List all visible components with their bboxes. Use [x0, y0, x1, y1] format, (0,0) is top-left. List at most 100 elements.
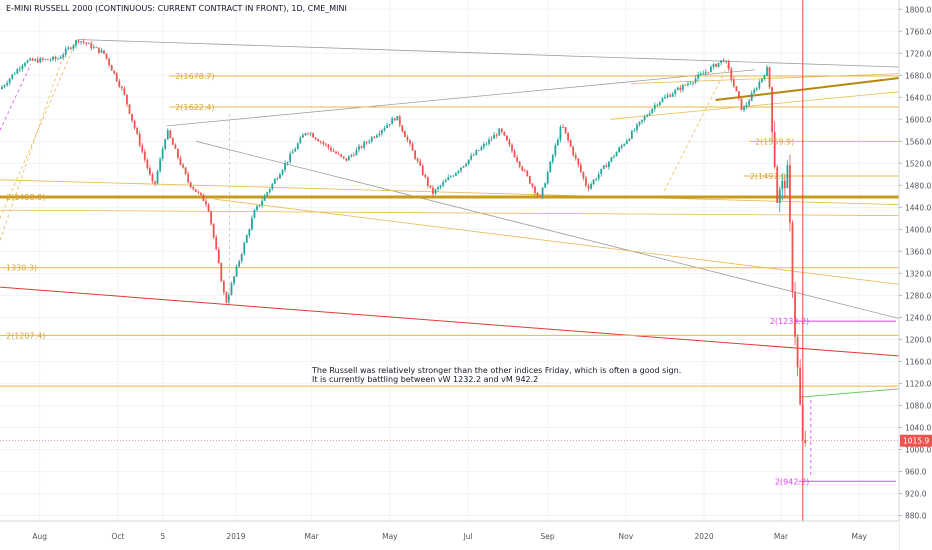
- candle-body: [36, 59, 39, 63]
- candle-body: [133, 120, 136, 129]
- candle-body: [426, 177, 429, 186]
- candle-body: [332, 150, 335, 152]
- candle-body: [271, 183, 274, 189]
- candle-body: [228, 294, 230, 303]
- candle-body: [495, 134, 498, 136]
- candle-body: [166, 130, 169, 140]
- candle-body: [261, 200, 263, 206]
- candle-body: [87, 43, 90, 44]
- dashed-trend-line: [0, 53, 65, 241]
- candle-body: [684, 84, 687, 86]
- candle-body: [370, 137, 373, 142]
- trend-line: [166, 69, 756, 127]
- candle-body: [59, 57, 62, 59]
- candle-body: [465, 164, 467, 166]
- candle-body: [641, 119, 643, 122]
- candle-body: [681, 84, 684, 91]
- plot-background: [0, 0, 899, 521]
- chart-annotation: The Russell was relatively stronger than…: [312, 366, 681, 384]
- candle-body: [238, 261, 241, 267]
- candle-body: [429, 185, 432, 188]
- price-axis[interactable]: 880.0 920.0 960.0 1000.0 1040.0 1080.0 1120.0 1…: [898, 0, 932, 550]
- candle-body: [212, 223, 215, 238]
- candle-body: [743, 107, 745, 110]
- candle-body: [368, 141, 371, 143]
- candle-body: [342, 156, 345, 159]
- candle-body: [789, 165, 791, 223]
- candle-body: [804, 439, 807, 444]
- candle-body: [404, 131, 406, 138]
- candle-body: [360, 146, 363, 148]
- candle-body: [284, 163, 286, 171]
- candle-body: [335, 151, 337, 154]
- time-tick-label: Jul: [463, 532, 473, 541]
- time-tick-label: Mar: [774, 532, 789, 541]
- candle-body: [549, 161, 552, 173]
- candle-body: [161, 148, 164, 159]
- candle-body: [110, 65, 113, 71]
- candle-body: [633, 130, 636, 132]
- candle-body: [786, 165, 789, 189]
- candle-body: [358, 146, 360, 150]
- candle-body: [26, 60, 29, 64]
- candle-body: [3, 85, 6, 87]
- candle-body: [243, 242, 246, 255]
- price-tick-label: 1760.0: [905, 27, 931, 36]
- candle-body: [179, 157, 182, 165]
- candle-body: [664, 96, 666, 99]
- candle-body: [103, 50, 105, 54]
- candle-body: [602, 165, 605, 169]
- candle-body: [763, 75, 766, 79]
- candle-body: [783, 180, 786, 189]
- candle-body: [574, 154, 577, 159]
- candle-body: [105, 53, 108, 59]
- candle-body: [628, 138, 631, 141]
- candle-body: [735, 86, 738, 92]
- candle-body: [559, 126, 562, 140]
- time-axis[interactable]: Aug Oct 5 2019 Mar May Jul Sep Nov 2020 Mar May: [0, 520, 899, 550]
- candle-body: [222, 281, 225, 293]
- candle-body: [85, 42, 88, 44]
- candle-body: [57, 58, 59, 60]
- candle-body: [350, 155, 353, 157]
- candle-body: [715, 64, 717, 67]
- level-label: 2(942.2): [775, 477, 809, 486]
- candle-body: [727, 61, 730, 69]
- price-tick-label: 1200.0: [905, 335, 931, 344]
- candle-body: [638, 121, 641, 125]
- candle-body: [755, 88, 758, 90]
- dashed-trend-line: [0, 64, 32, 131]
- candle-body: [442, 182, 445, 186]
- candle-body: [230, 283, 233, 295]
- candle-body: [396, 116, 399, 121]
- candle-body: [592, 179, 595, 185]
- candle-body: [327, 144, 330, 148]
- candle-body: [437, 187, 439, 190]
- candle-body: [498, 128, 501, 136]
- candle-body: [273, 179, 276, 184]
- candle-body: [697, 74, 700, 79]
- candle-body: [345, 158, 348, 161]
- candle-body: [720, 60, 722, 63]
- candle-body: [511, 144, 513, 151]
- candle-body: [108, 58, 110, 66]
- candle-body: [194, 189, 197, 192]
- candle-body: [618, 147, 620, 153]
- candle-body: [669, 95, 671, 97]
- candle-body: [613, 156, 615, 158]
- candle-body: [460, 167, 462, 171]
- candle-body: [567, 133, 569, 141]
- candle-body: [62, 54, 65, 58]
- candle-body: [506, 135, 508, 141]
- candle-body: [781, 180, 784, 190]
- candle-body: [393, 118, 396, 121]
- candle-body: [136, 128, 139, 134]
- price-tick-label: 1280.0: [905, 291, 931, 300]
- candle-body: [485, 143, 488, 145]
- candle-body: [483, 143, 485, 148]
- level-label: 2(1458.9): [6, 193, 45, 202]
- candle-body: [518, 161, 521, 167]
- candle-body: [202, 194, 205, 202]
- time-tick-label: May: [851, 532, 867, 541]
